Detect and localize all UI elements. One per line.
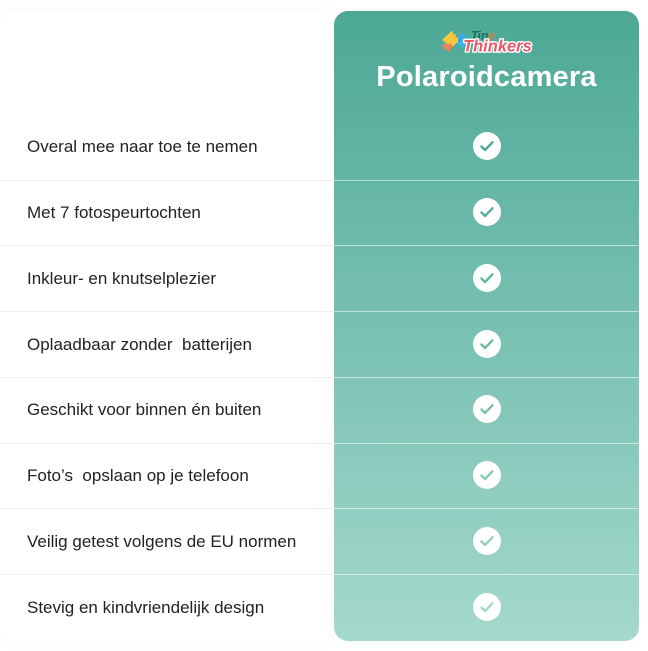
svg-text:Thinkers: Thinkers	[463, 38, 532, 54]
